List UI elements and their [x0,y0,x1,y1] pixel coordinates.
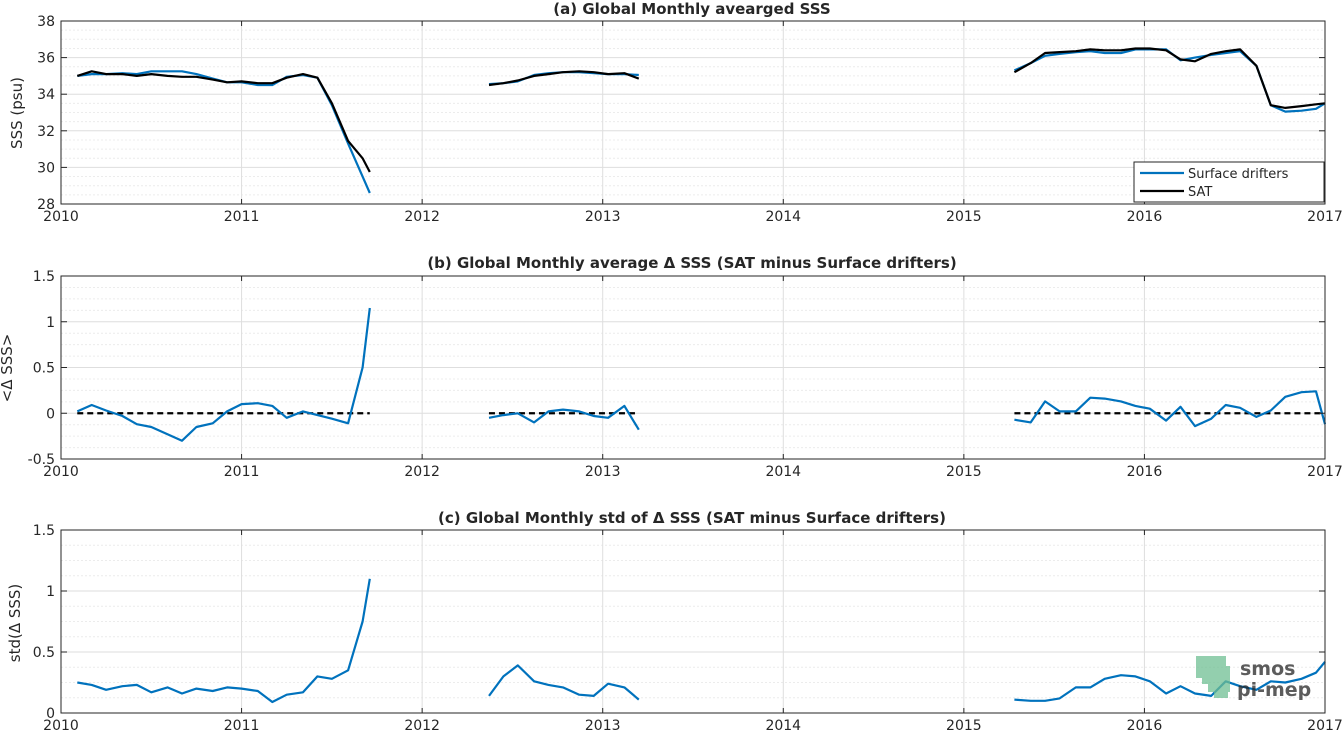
panel-c-y-tick-label: 1 [46,584,55,600]
panel-b-series-delta-line [76,307,371,442]
panel-c-series-delta-line [488,664,640,701]
panel-a-title: (a) Global Monthly avearged SSS [553,0,830,18]
panel-b-x-tick-label: 2014 [765,464,801,480]
panel-a-x-tick-label: 2010 [43,209,79,225]
panel-a-y-tick-label: 38 [37,14,55,30]
panel-a-x-tick-label: 2015 [946,209,982,225]
legend: Surface drifters SAT [1133,161,1325,203]
panel-c-y-tick-label: 0.5 [33,645,55,661]
panel-c-x-tick-label: 2011 [224,718,260,734]
panel-c-x-tick-label: 2015 [946,718,982,734]
panel-b-series-delta-line [488,404,640,431]
panel-b-x-tick-label: 2010 [43,464,79,480]
panel-b-series [76,307,1327,442]
panel-a-series-sat-line [488,70,640,87]
panel-c-ticks: 2010 2011 2012 2013 2014 2015 2016 2017 0 0.5 1 1.5 [33,523,1342,734]
panel-a-x-tick-label: 2013 [585,209,621,225]
panel-a-ticks: 2010 2011 2012 2013 2014 2015 2016 2017 28 30 32 34… [37,14,1342,225]
panel-c-x-tick-label: 2012 [404,718,440,734]
panel-a-series-surface-drifters-line [77,70,371,194]
panel-a-y-tick-label: 36 [37,51,55,67]
panel-a-series-sat-line [1013,47,1326,110]
panel-a-y-tick-label: 28 [37,197,55,213]
panel-b-grid [60,275,1326,460]
panel-a-x-tick-label: 2014 [765,209,801,225]
panel-a-y-tick-label: 34 [37,87,55,103]
panel-c-series-delta-line [77,578,371,704]
panel-b-x-tick-label: 2017 [1307,464,1342,480]
panel-a-series-sat-line [76,70,371,173]
panel-b-x-tick-label: 2016 [1127,464,1163,480]
logo-text-pimep: pi-mep [1237,679,1311,701]
panel-c-x-tick-label: 2010 [43,718,79,734]
panel-c-x-tick-label: 2013 [585,718,621,734]
panel-b-mean-delta: (b) Global Monthly average Δ SSS (SAT mi… [0,254,1342,480]
legend-box [1133,161,1325,203]
legend-label-sat: SAT [1188,185,1212,200]
panel-c-std-delta: (c) Global Monthly std of Δ SSS (SAT min… [6,509,1342,734]
panel-c-x-tick-label: 2014 [765,718,801,734]
panel-c-ylabel: std(Δ SSS) [6,584,24,663]
panel-a-axes [60,20,1326,205]
panel-a-x-tick-label: 2011 [224,209,260,225]
panel-c-series [77,578,1326,704]
panel-b-title: (b) Global Monthly average Δ SSS (SAT mi… [427,254,956,272]
panel-a-ylabel: SSS (psu) [8,77,26,149]
logo-text-smos: smos [1240,658,1295,680]
panel-b-x-tick-label: 2011 [224,464,260,480]
panel-b-y-tick-label: 0 [46,406,55,422]
panel-a-x-tick-label: 2016 [1127,209,1163,225]
panel-c-x-tick-label: 2017 [1307,718,1342,734]
panel-c-y-tick-label: 1.5 [33,523,55,539]
panel-c-grid [60,529,1326,714]
panel-b-x-tick-label: 2013 [585,464,621,480]
legend-label-drifters: Surface drifters [1188,167,1289,182]
panel-a-x-tick-label: 2012 [404,209,440,225]
panel-b-y-tick-label: 0.5 [33,361,55,377]
panel-c-series-delta-line [1014,661,1326,702]
panel-b-ticks: 2010 2011 2012 2013 2014 2015 2016 2017 -0.5 0 0.5… [28,269,1342,480]
panel-c-y-tick-label: 0 [46,706,55,722]
panel-a-y-tick-label: 32 [37,124,55,140]
panel-b-y-tick-label: 1 [46,315,55,331]
panel-b-y-tick-label: 1.5 [33,269,55,285]
panel-a-y-tick-label: 30 [37,160,55,176]
logo-block-4 [1214,686,1228,698]
panel-c-axes [60,529,1326,714]
panel-b-x-tick-label: 2015 [946,464,982,480]
panel-a-series-surface-drifters-line [1013,48,1326,113]
panel-b-x-tick-label: 2012 [404,464,440,480]
panel-c-x-tick-label: 2016 [1127,718,1163,734]
panel-b-y-tick-label: -0.5 [28,452,55,468]
panel-a-sss: (a) Global Monthly avearged SSS SSS (psu… [8,0,1342,225]
smos-pi-mep-logo: smos pi-mep [1196,656,1311,701]
panel-c-title: (c) Global Monthly std of Δ SSS (SAT min… [438,509,946,527]
panel-a-series [76,47,1326,194]
panel-b-series-delta-line [1014,390,1327,428]
panel-a-x-tick-label: 2017 [1307,209,1342,225]
panel-b-ylabel: <Δ SSS> [0,334,16,403]
